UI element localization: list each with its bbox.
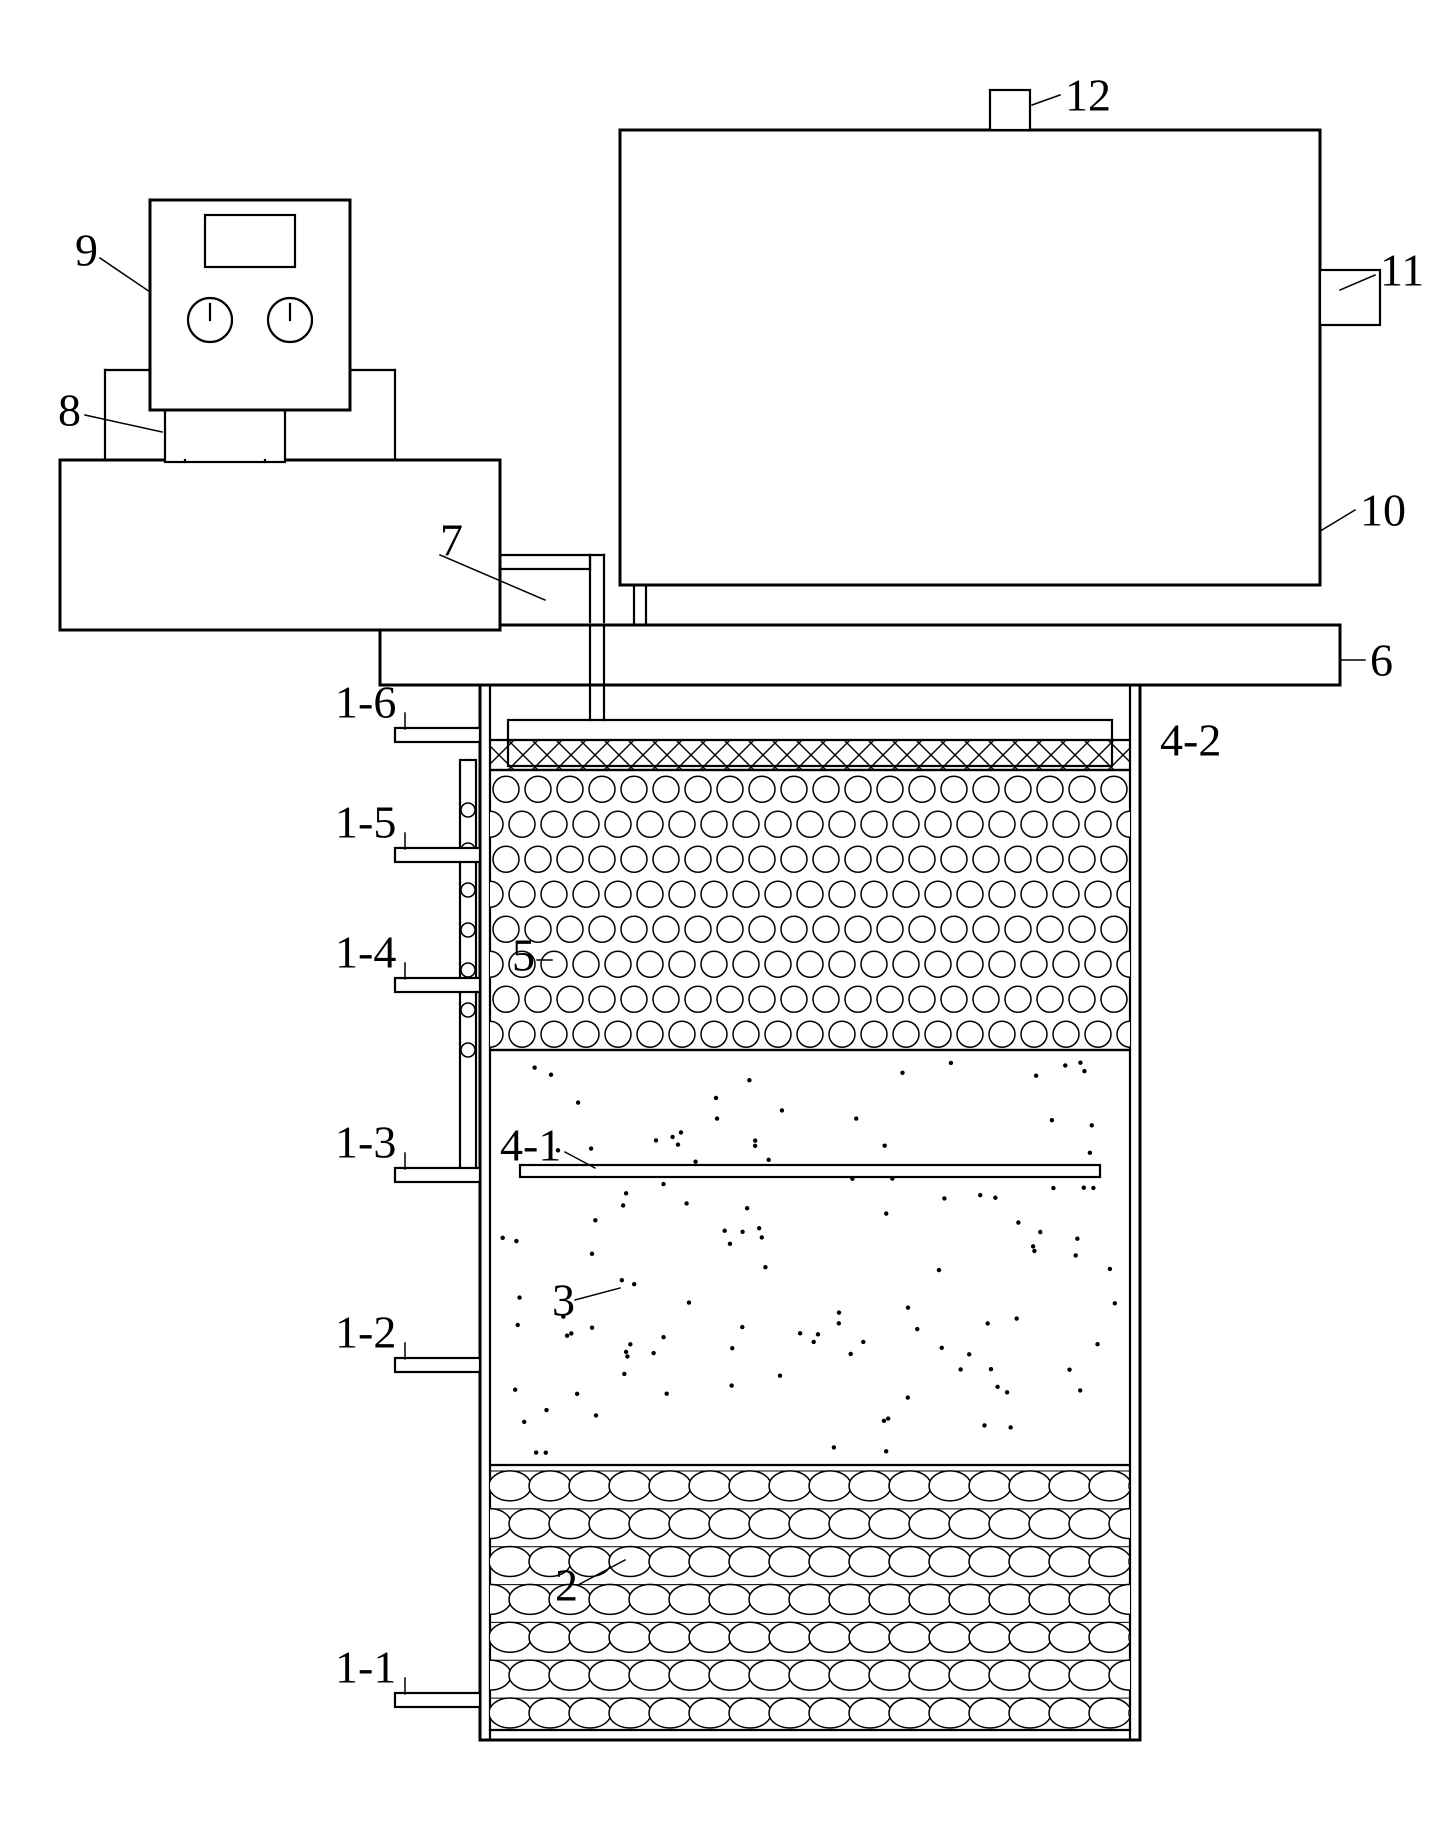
svg-text:4-1: 4-1	[500, 1120, 561, 1171]
svg-text:9: 9	[75, 225, 98, 276]
svg-text:1-4: 1-4	[335, 927, 396, 978]
svg-text:1-2: 1-2	[335, 1307, 396, 1358]
svg-text:1-3: 1-3	[335, 1117, 396, 1168]
svg-text:7: 7	[440, 515, 463, 566]
svg-text:3: 3	[552, 1275, 575, 1326]
svg-text:5: 5	[512, 930, 535, 981]
svg-text:6: 6	[1370, 635, 1393, 686]
svg-text:1-6: 1-6	[335, 677, 396, 728]
svg-text:11: 11	[1380, 245, 1424, 296]
svg-text:10: 10	[1360, 485, 1406, 536]
svg-text:2: 2	[555, 1560, 578, 1611]
svg-text:12: 12	[1065, 70, 1111, 121]
svg-text:4-2: 4-2	[1160, 715, 1221, 766]
svg-text:8: 8	[58, 385, 81, 436]
svg-text:1-1: 1-1	[335, 1642, 396, 1693]
svg-text:1-5: 1-5	[335, 797, 396, 848]
